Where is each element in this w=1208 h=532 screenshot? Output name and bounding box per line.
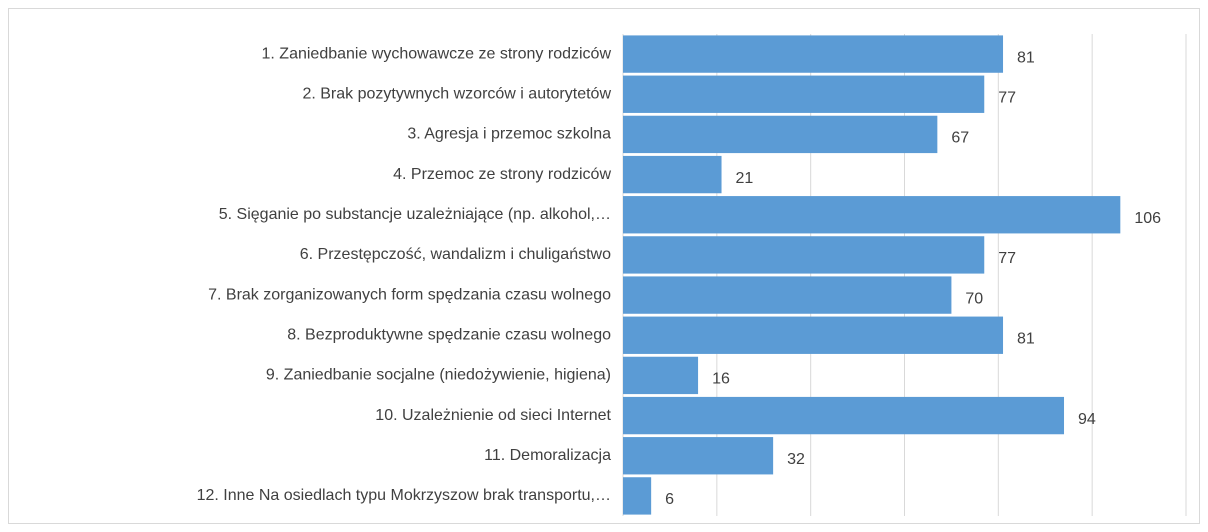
- data-label: 77: [998, 89, 1016, 106]
- category-label: 10. Uzależnienie od sieci Internet: [375, 407, 611, 424]
- bar: [623, 356, 699, 395]
- data-label: 16: [712, 371, 730, 388]
- bar: [623, 115, 938, 154]
- category-label: 8. Bezproduktywne spędzanie czasu wolneg…: [287, 326, 611, 343]
- data-label: 32: [787, 451, 805, 468]
- data-label: 67: [951, 130, 969, 147]
- category-label: 9. Zaniedbanie socjalne (niedożywienie, …: [266, 367, 611, 384]
- category-label: 12. Inne Na osiedlach typu Mokrzyszow br…: [197, 487, 611, 504]
- bar: [623, 196, 1121, 234]
- data-label: 81: [1017, 330, 1035, 347]
- data-label: 94: [1078, 411, 1096, 428]
- bar: [623, 155, 722, 194]
- category-label: 2. Brak pozytywnych wzorców i autorytetó…: [302, 85, 611, 102]
- bar: [623, 276, 952, 314]
- bar: [623, 236, 985, 274]
- bar: [623, 316, 1004, 354]
- category-label: 1. Zaniedbanie wychowawcze ze strony rod…: [262, 45, 612, 62]
- bar: [623, 35, 1004, 73]
- bar: [623, 437, 774, 475]
- bar: [623, 396, 1065, 435]
- data-label: 106: [1134, 210, 1161, 227]
- category-label: 5. Sięganie po substancje uzależniające …: [219, 206, 611, 223]
- bar: [623, 477, 652, 515]
- category-label: 6. Przestępczość, wandalizm i chuligańst…: [300, 246, 611, 263]
- data-label: 21: [736, 170, 754, 187]
- chart-border: [8, 8, 1200, 524]
- data-label: 70: [965, 290, 983, 307]
- category-label: 4. Przemoc ze strony rodziców: [393, 166, 611, 183]
- bar: [623, 75, 985, 113]
- category-label: 7. Brak zorganizowanych form spędzania c…: [208, 286, 611, 303]
- data-label: 77: [998, 250, 1016, 267]
- category-label: 11. Demoralizacja: [484, 447, 611, 464]
- data-label: 81: [1017, 49, 1035, 66]
- category-label: 3. Agresja i przemoc szkolna: [407, 126, 611, 143]
- data-label: 6: [665, 491, 674, 508]
